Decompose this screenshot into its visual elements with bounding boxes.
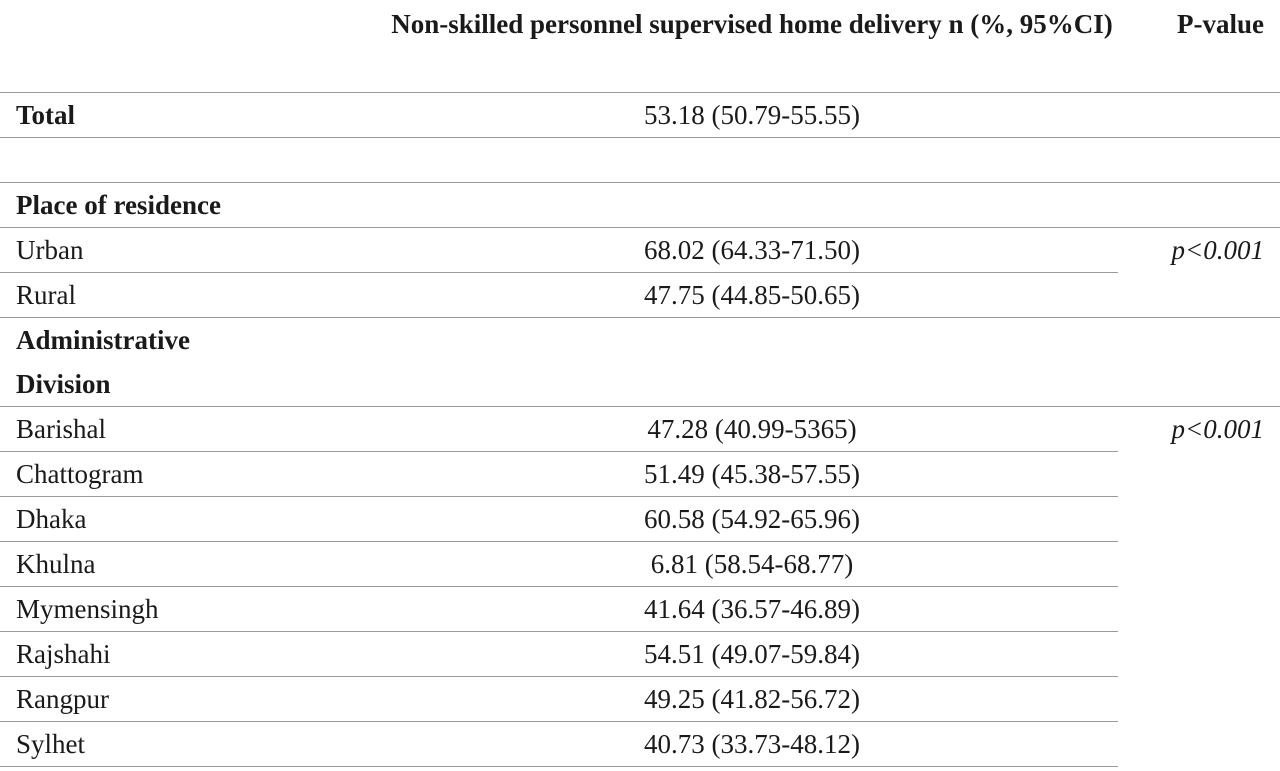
row-label: Chattogram bbox=[0, 451, 370, 497]
row-label: Total bbox=[0, 92, 370, 138]
row-label: Rangpur bbox=[0, 676, 370, 722]
row-value: 54.51 (49.07-59.84) bbox=[370, 631, 1118, 677]
row-label: Rural bbox=[0, 272, 370, 318]
row-value: 68.02 (64.33-71.50) bbox=[370, 227, 1118, 273]
section-label: Place of residence bbox=[0, 182, 370, 228]
row-value: 51.49 (45.38-57.55) bbox=[370, 451, 1118, 497]
section-label-line2: Division bbox=[16, 369, 111, 399]
row-value: 40.73 (33.73-48.12) bbox=[370, 721, 1118, 767]
header-p-value: P-value bbox=[1177, 9, 1264, 39]
table-row: Barishal 47.28 (40.99-5365) p<0.001 bbox=[0, 406, 1280, 767]
table-row: Chattogram 51.49 (45.38-57.55) bbox=[0, 451, 1280, 497]
table-row-blank bbox=[0, 137, 1280, 183]
row-value: 49.25 (41.82-56.72) bbox=[370, 676, 1118, 722]
table-row: Rajshahi 54.51 (49.07-59.84) bbox=[0, 631, 1280, 677]
header-home-delivery: Non-skilled personnel supervised home de… bbox=[391, 9, 1113, 39]
section-division: Administrative Division bbox=[0, 317, 1280, 407]
row-value: 47.75 (44.85-50.65) bbox=[370, 272, 1118, 318]
row-value: 47.28 (40.99-5365) bbox=[370, 406, 1118, 452]
row-label: Khulna bbox=[0, 541, 370, 587]
header-variable bbox=[0, 0, 370, 93]
division-p-value: p<0.001 bbox=[1118, 406, 1280, 767]
row-p-value bbox=[1118, 92, 1280, 138]
table-row: Urban 68.02 (64.33-71.50) p<0.001 bbox=[0, 227, 1280, 318]
row-value: 6.81 (58.54-68.77) bbox=[370, 541, 1118, 587]
row-label: Urban bbox=[0, 227, 370, 273]
section-label-line1: Administrative bbox=[16, 325, 190, 355]
row-value: 53.18 (50.79-55.55) bbox=[370, 92, 1118, 138]
table-row: Khulna 6.81 (58.54-68.77) bbox=[0, 541, 1280, 587]
table-row: Sylhet 40.73 (33.73-48.12) bbox=[0, 721, 1280, 767]
table-row: Rangpur 49.25 (41.82-56.72) bbox=[0, 676, 1280, 722]
row-label: Barishal bbox=[0, 406, 370, 452]
residence-p-value: p<0.001 bbox=[1118, 227, 1280, 318]
row-value: 41.64 (36.57-46.89) bbox=[370, 586, 1118, 632]
row-label: Mymensingh bbox=[0, 586, 370, 632]
section-residence: Place of residence bbox=[0, 182, 1280, 228]
table-row: Rural 47.75 (44.85-50.65) bbox=[0, 272, 1280, 318]
table-row: Dhaka 60.58 (54.92-65.96) bbox=[0, 496, 1280, 542]
row-label: Dhaka bbox=[0, 496, 370, 542]
section-label: Administrative Division bbox=[0, 317, 370, 407]
table-row-total: Total 53.18 (50.79-55.55) bbox=[0, 92, 1280, 138]
table-row: Mymensingh 41.64 (36.57-46.89) bbox=[0, 586, 1280, 632]
row-label: Sylhet bbox=[0, 721, 370, 767]
header-row: Non-skilled personnel supervised home de… bbox=[0, 0, 1280, 93]
row-label: Rajshahi bbox=[0, 631, 370, 677]
row-value: 60.58 (54.92-65.96) bbox=[370, 496, 1118, 542]
